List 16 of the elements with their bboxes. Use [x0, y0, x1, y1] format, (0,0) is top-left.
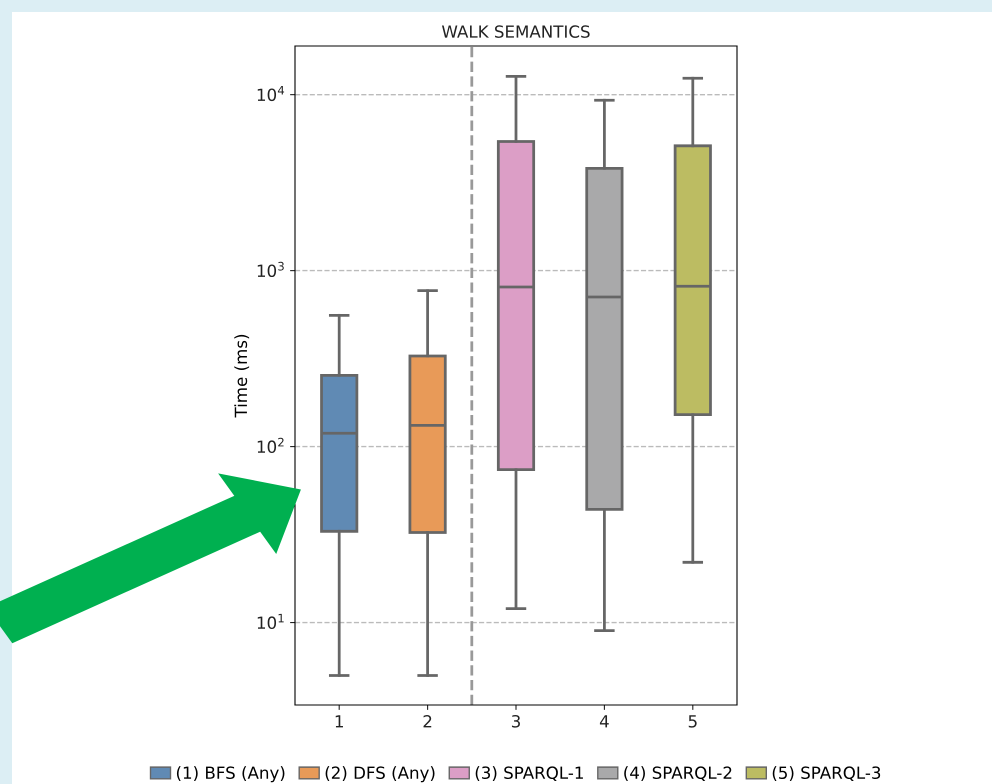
x-tick-label: 3 — [512, 715, 520, 728]
legend-label: (3) SPARQL-1 — [476, 766, 583, 781]
legend-label: (5) SPARQL-3 — [772, 766, 880, 781]
legend-label: (4) SPARQL-2 — [624, 766, 732, 781]
y-axis-title: Time (ms) — [234, 334, 250, 418]
legend-label: (2) DFS (Any) — [326, 766, 434, 782]
y-tick-label: 10$^{1}$ — [258, 614, 284, 630]
x-tick-label: 1 — [336, 715, 343, 728]
chart-title: WALK SEMANTICS — [442, 25, 590, 38]
y-tick-label: 10$^{2}$ — [258, 438, 284, 454]
x-tick-label: 2 — [424, 715, 432, 728]
y-tick-label: 10$^{3}$ — [258, 262, 284, 278]
x-tick-label: 5 — [688, 715, 697, 728]
y-tick-label: 10$^{4}$ — [258, 86, 284, 102]
legend-label: (1) BFS (Any) — [176, 766, 284, 782]
x-tick-label: 4 — [600, 715, 609, 728]
